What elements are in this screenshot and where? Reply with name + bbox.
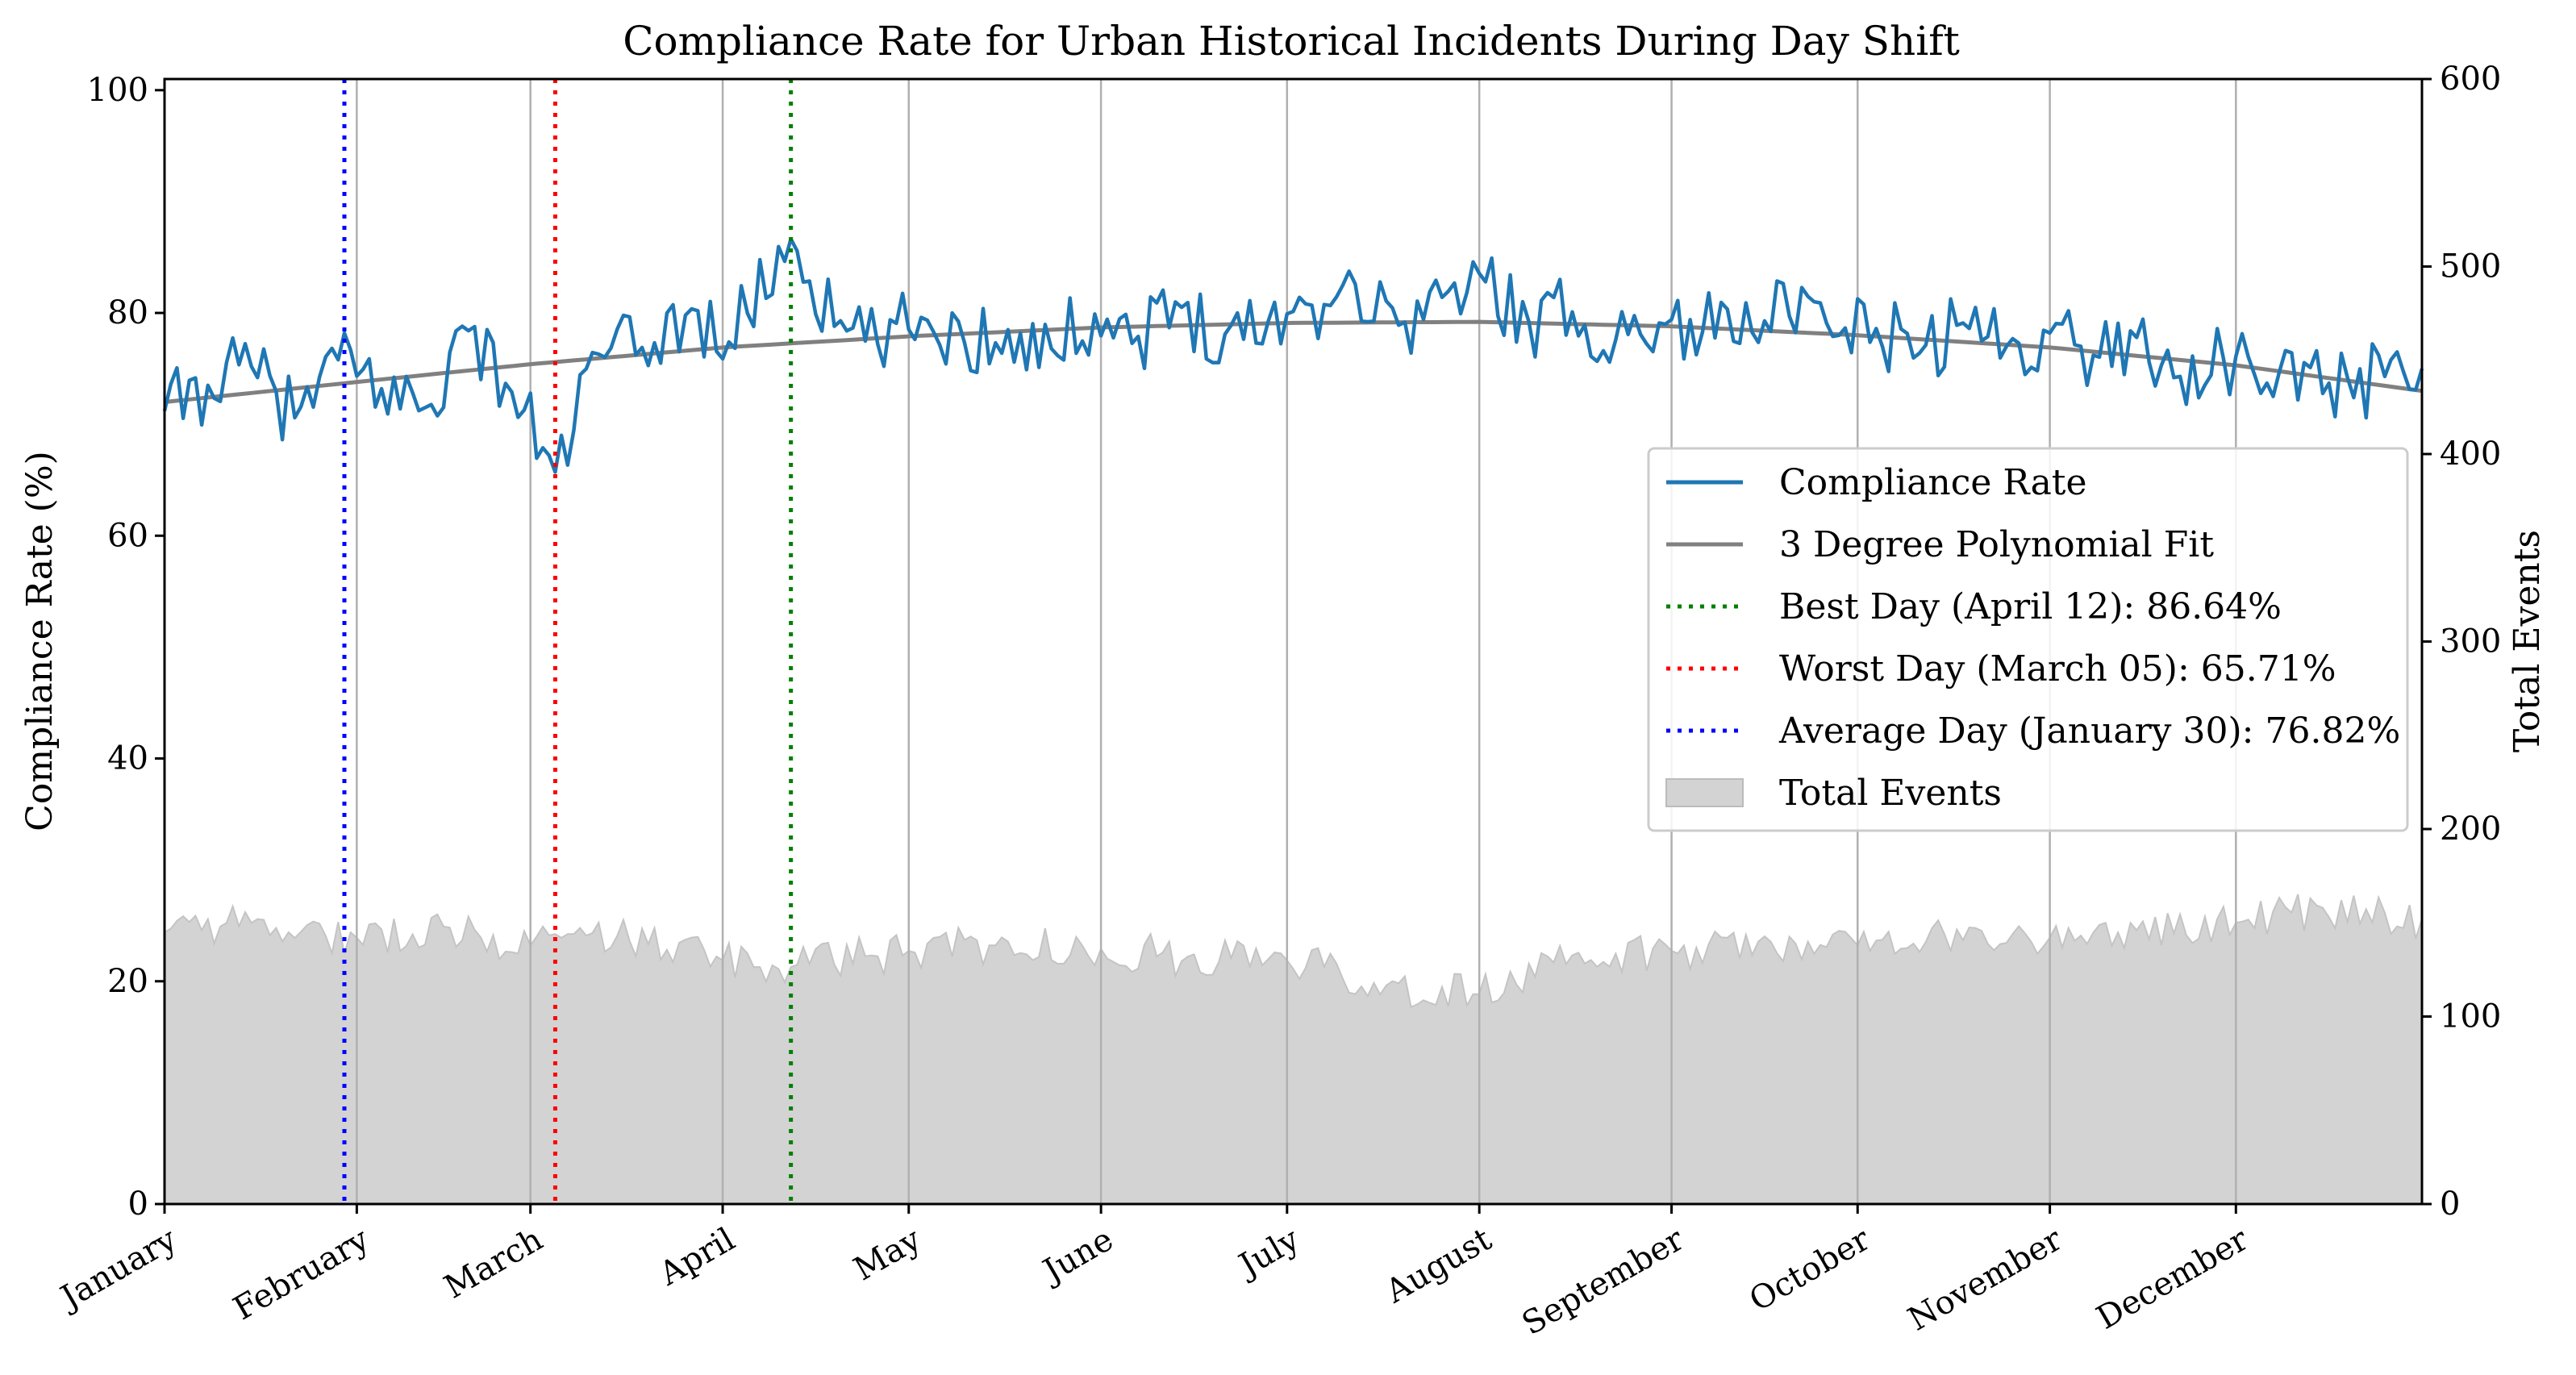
- legend-label-total-events: Total Events: [1779, 773, 2002, 814]
- legend-label-compliance: Compliance Rate: [1779, 462, 2087, 503]
- polynomial-fit-line: [164, 319, 2423, 404]
- x-tick-label-february: February: [227, 1221, 376, 1328]
- y-tick-label-80: 80: [107, 294, 148, 331]
- x-tick-label-june: June: [1035, 1221, 1119, 1291]
- x-tick-label-july: July: [1231, 1221, 1307, 1286]
- legend-box: [1647, 447, 2409, 832]
- y-tick-label-0: 0: [128, 1185, 148, 1223]
- y-tick-label-60: 60: [107, 517, 148, 554]
- compliance-line-layer: [162, 237, 2424, 474]
- legend-label-average-day: Average Day (January 30): 76.82%: [1778, 710, 2400, 752]
- polynomial-fit-layer: [164, 319, 2423, 404]
- legend-label-best-day: Best Day (April 12): 86.64%: [1779, 586, 2282, 627]
- x-tick-label-september: September: [1516, 1220, 1691, 1343]
- y-tick-label-20: 20: [107, 963, 148, 1000]
- x-axis: January February March April May June July Augu…: [52, 1204, 2255, 1343]
- x-tick-label-may: May: [848, 1221, 927, 1289]
- x-tick-label-march: March: [438, 1221, 548, 1306]
- legend-swatch-total-events: [1665, 778, 1744, 807]
- x-tick-label-december: December: [2090, 1220, 2255, 1336]
- y2-tick-label-400: 400: [2440, 435, 2501, 473]
- x-tick-label-january: January: [52, 1221, 184, 1319]
- total-events-area-layer: [164, 894, 2423, 1205]
- x-tick-label-april: April: [652, 1221, 741, 1294]
- right-y-axis: 0 100 200 300 400 500 600: [2422, 60, 2501, 1223]
- y2-tick-label-500: 500: [2440, 248, 2501, 285]
- total-events-area: [164, 894, 2423, 1205]
- chart-title: Compliance Rate for Urban Historical Inc…: [623, 18, 1960, 65]
- legend-label-worst-day: Worst Day (March 05): 65.71%: [1779, 648, 2336, 690]
- x-tick-label-november: November: [1902, 1220, 2069, 1338]
- y-axis-title: Compliance Rate (%): [19, 451, 60, 831]
- y2-tick-label-200: 200: [2440, 810, 2501, 848]
- y2-axis-title: Total Events: [2507, 530, 2548, 752]
- x-tick-label-august: August: [1379, 1221, 1498, 1311]
- legend: Compliance Rate 3 Degree Polynomial Fit …: [1647, 447, 2409, 832]
- left-y-axis: 0 20 40 60 80 100: [87, 72, 165, 1223]
- y2-tick-label-0: 0: [2440, 1185, 2460, 1223]
- y2-tick-label-300: 300: [2440, 623, 2501, 660]
- y2-tick-label-100: 100: [2440, 998, 2501, 1035]
- legend-label-polyfit: 3 Degree Polynomial Fit: [1779, 524, 2214, 565]
- reference-line-layer: [342, 79, 794, 1204]
- y2-tick-label-600: 600: [2440, 60, 2501, 98]
- y-tick-label-40: 40: [107, 740, 148, 777]
- y-tick-label-100: 100: [87, 72, 148, 109]
- x-tick-label-october: October: [1743, 1220, 1877, 1319]
- compliance-rate-line: [162, 237, 2424, 474]
